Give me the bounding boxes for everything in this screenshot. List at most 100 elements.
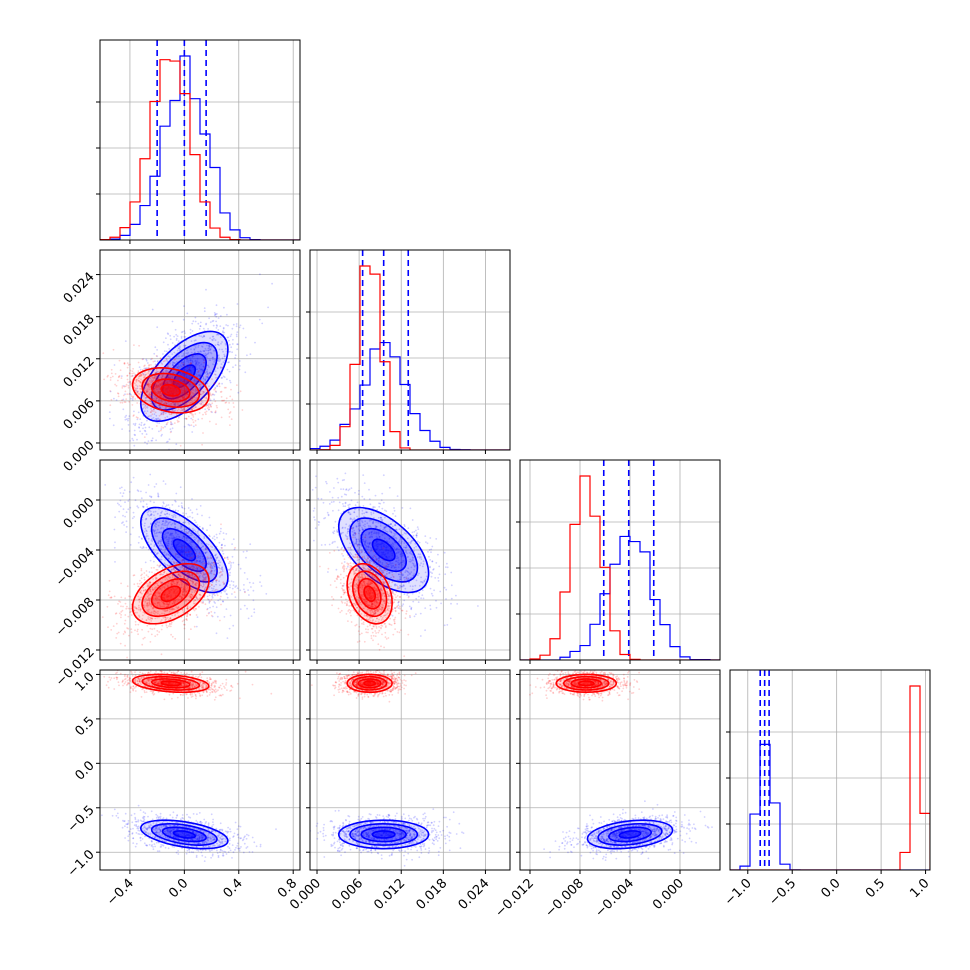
scatter-point — [356, 520, 359, 523]
scatter-point — [184, 380, 187, 383]
scatter-point — [175, 587, 178, 590]
scatter-point — [152, 408, 155, 411]
scatter-point — [145, 491, 148, 494]
scatter-point — [185, 392, 188, 395]
scatter-point — [184, 374, 187, 376]
scatter-point — [410, 539, 413, 542]
scatter-point — [165, 516, 168, 518]
scatter-point — [154, 363, 157, 366]
scatter-point — [146, 362, 149, 364]
scatter-point — [154, 365, 157, 367]
scatter-point — [158, 404, 160, 407]
scatter-point — [129, 506, 132, 509]
scatter-point — [217, 329, 220, 331]
scatter-point — [350, 553, 353, 555]
scatter-point — [130, 397, 132, 400]
scatter-point — [220, 363, 223, 365]
scatter-point — [148, 581, 151, 583]
scatter-point — [212, 335, 215, 338]
scatter-point — [386, 552, 389, 555]
scatter-point — [417, 595, 420, 598]
scatter-point — [126, 418, 128, 421]
scatter-point — [157, 385, 160, 387]
scatter-point — [195, 361, 198, 364]
scatter-point — [187, 551, 190, 553]
scatter-point — [330, 501, 333, 503]
scatter-point — [199, 383, 202, 386]
scatter-point — [199, 393, 202, 396]
scatter-point — [369, 547, 372, 549]
scatter-point — [231, 587, 234, 590]
scatter-point — [110, 596, 113, 598]
scatter-point — [166, 415, 169, 418]
scatter-point — [202, 413, 204, 416]
scatter-point — [184, 344, 187, 347]
scatter-point — [187, 359, 190, 362]
scatter-point — [201, 417, 204, 420]
scatter-point — [217, 599, 220, 602]
scatter-point — [141, 596, 143, 598]
scatter-point — [134, 398, 137, 400]
scatter-point — [185, 402, 188, 404]
scatter-point — [211, 589, 214, 592]
scatter-point — [177, 403, 180, 405]
scatter-point — [225, 593, 228, 595]
scatter-point — [167, 543, 170, 545]
scatter-point — [242, 550, 245, 553]
scatter-point — [155, 368, 158, 371]
scatter-point — [180, 581, 183, 583]
scatter-point — [180, 548, 183, 551]
scatter-point — [163, 601, 165, 604]
scatter-point — [192, 578, 195, 581]
scatter-point — [179, 404, 182, 406]
scatter-point — [230, 562, 233, 564]
scatter-point — [147, 597, 150, 600]
scatter-point — [207, 352, 210, 355]
scatter-point — [236, 343, 239, 346]
scatter-point — [243, 572, 246, 574]
scatter-point — [158, 603, 161, 606]
scatter-point — [124, 416, 127, 418]
scatter-point — [189, 576, 192, 579]
scatter-point — [151, 380, 154, 383]
scatter-point — [117, 395, 120, 398]
scatter-point — [167, 603, 170, 606]
scatter-point — [178, 384, 181, 386]
scatter-point — [173, 422, 176, 424]
scatter-point — [202, 560, 205, 563]
scatter-point — [193, 578, 196, 580]
scatter-point — [176, 579, 179, 581]
scatter-point — [190, 361, 193, 364]
scatter-point — [383, 527, 386, 530]
scatter-point — [237, 563, 240, 566]
scatter-point — [149, 393, 152, 396]
scatter-point — [327, 513, 330, 516]
scatter-point — [134, 620, 137, 623]
scatter-point — [139, 591, 142, 594]
scatter-point — [172, 362, 175, 364]
scatter-point — [191, 516, 194, 519]
scatter-point — [183, 425, 186, 428]
scatter-point — [362, 474, 365, 476]
scatter-point — [145, 359, 148, 362]
scatter-point — [218, 382, 221, 385]
scatter-point — [215, 327, 218, 329]
scatter-point — [146, 419, 148, 422]
scatter-point — [229, 379, 231, 382]
scatter-point — [196, 532, 199, 535]
scatter-point — [202, 391, 205, 393]
scatter-point — [204, 352, 207, 355]
scatter-point — [112, 625, 115, 627]
scatter-point — [385, 530, 388, 533]
scatter-point — [199, 557, 202, 560]
scatter-point — [127, 508, 130, 511]
scatter-point — [186, 393, 189, 396]
scatter-point — [207, 612, 210, 615]
scatter-point — [145, 391, 148, 393]
scatter-point — [201, 563, 204, 565]
scatter-point — [191, 545, 193, 548]
scatter-point — [155, 553, 158, 556]
scatter-point — [208, 420, 211, 423]
scatter-point — [88, 487, 90, 489]
scatter-point — [179, 551, 182, 554]
